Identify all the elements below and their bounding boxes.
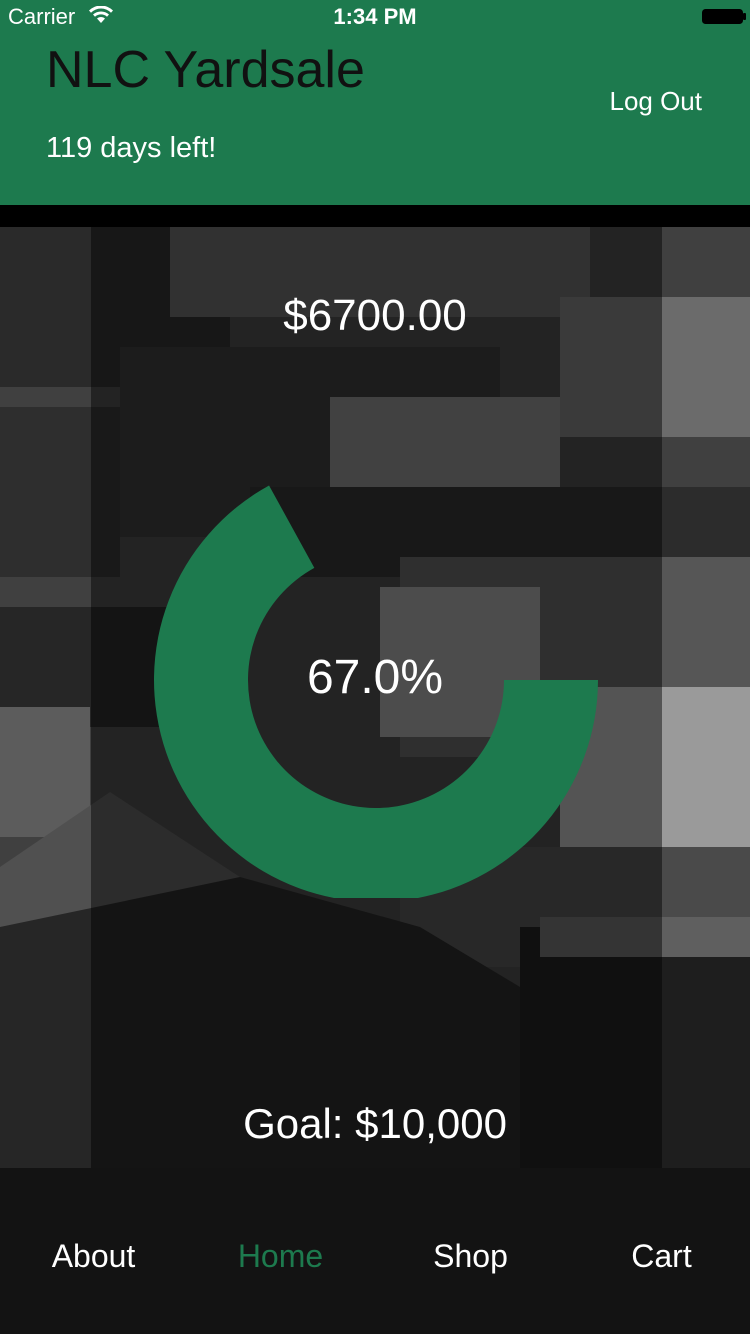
- goal-label: Goal: $10,000: [243, 1100, 507, 1147]
- raised-amount: $6700.00: [283, 291, 467, 340]
- tab-about[interactable]: About: [51, 1238, 136, 1274]
- app-header: Carrier 1:34 PM NLC Yardsale 119 days le…: [0, 0, 750, 205]
- battery-icon: [702, 9, 746, 24]
- status-bar: Carrier 1:34 PM: [0, 0, 750, 34]
- tab-bar: About Home Shop Cart: [0, 1168, 750, 1334]
- tab-cart[interactable]: Cart: [631, 1238, 692, 1274]
- hero-section: $6700.00 67.0% Goal: $10,000: [0, 227, 750, 1168]
- tab-shop[interactable]: Shop: [433, 1238, 508, 1274]
- header-separator: [0, 205, 750, 227]
- progress-percent: 67.0%: [306, 651, 444, 704]
- app-title: NLC Yardsale: [46, 41, 365, 99]
- status-time: 1:34 PM: [333, 4, 417, 29]
- wifi-icon: [89, 6, 113, 23]
- carrier-label: Carrier: [8, 4, 76, 29]
- progress-ring-arc: [154, 485, 598, 898]
- logout-button[interactable]: Log Out: [609, 86, 702, 116]
- progress-ring: [154, 485, 598, 898]
- tab-home[interactable]: Home: [237, 1238, 324, 1274]
- days-left-label: 119 days left!: [46, 132, 217, 164]
